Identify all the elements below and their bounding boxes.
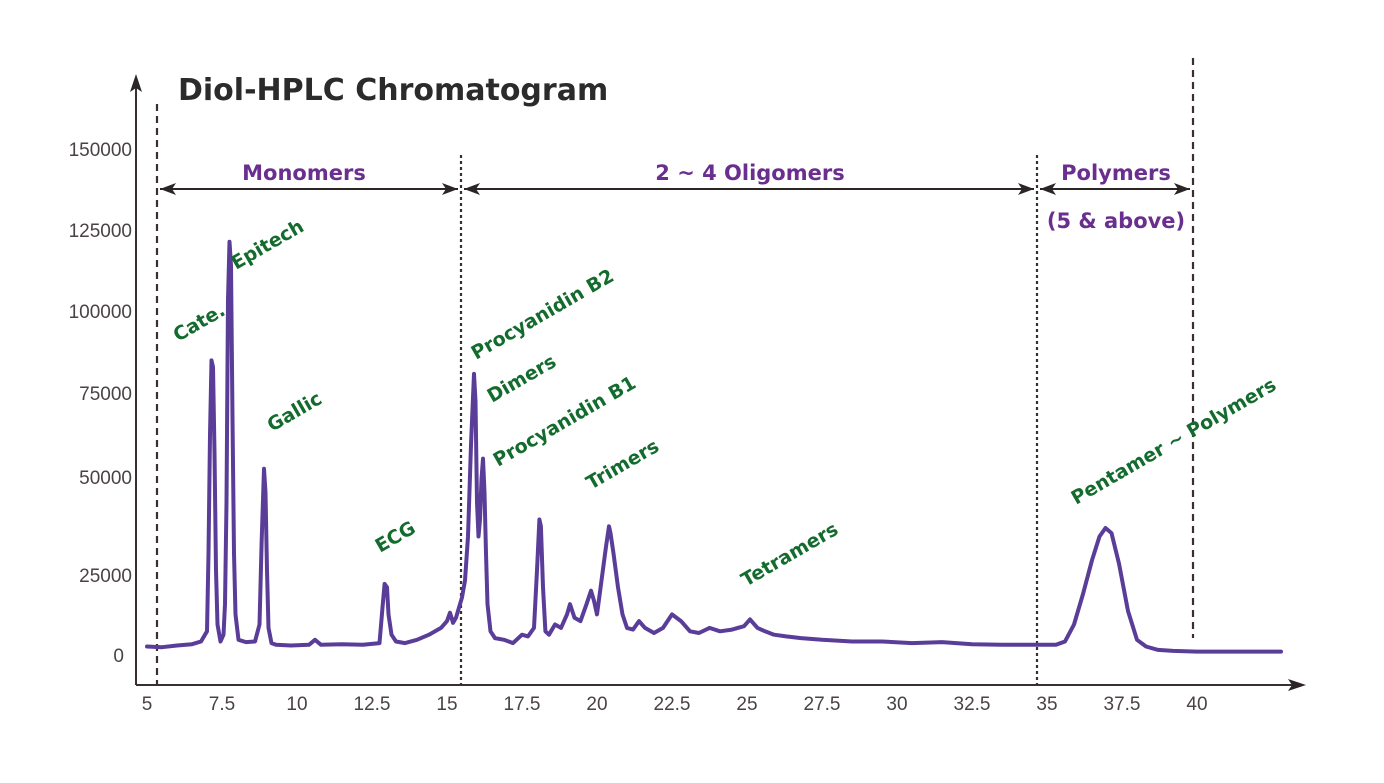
region-sublabel-polymers: (5 & above) — [1047, 209, 1185, 233]
y-tick-label: 50000 — [79, 468, 132, 489]
x-tick-label: 15 — [436, 694, 457, 715]
y-tick-label: 0 — [113, 646, 124, 667]
span-arrow-right-icon — [442, 183, 458, 195]
x-tick-label: 10 — [286, 694, 307, 715]
span-arrow-left-icon — [1040, 183, 1056, 195]
y-tick-labels: 0 25000 50000 75000 100000 125000 150000 — [69, 140, 132, 667]
y-axis-arrow-icon — [130, 74, 142, 92]
x-tick-label: 30 — [886, 694, 907, 715]
x-tick-label: 32.5 — [954, 694, 991, 715]
span-arrow-right-icon — [1174, 183, 1190, 195]
x-axis: 5 7.5 10 12.5 15 17.5 20 22.5 25 27.5 30 32.5 35 37.5… — [136, 679, 1306, 715]
x-tick-label: 25 — [736, 694, 757, 715]
x-tick-label: 12.5 — [354, 694, 391, 715]
peak-label-catechin: Cate. — [170, 299, 229, 346]
x-tick-label: 27.5 — [804, 694, 841, 715]
chromatogram-trace — [145, 239, 1283, 654]
x-tick-label: 20 — [586, 694, 607, 715]
region-label-polymers: Polymers — [1061, 161, 1171, 185]
x-tick-label: 5 — [142, 694, 153, 715]
x-tick-label: 22.5 — [654, 694, 691, 715]
region-label-oligomers: 2 ~ 4 Oligomers — [655, 161, 844, 185]
y-tick-label: 150000 — [69, 140, 132, 161]
x-tick-label: 17.5 — [504, 694, 541, 715]
peak-label-gallic: Gallic — [264, 388, 326, 437]
y-tick-label: 75000 — [79, 384, 132, 405]
peak-label-dimers: Dimers — [484, 350, 561, 407]
peak-label-epitech: Epitech — [228, 215, 308, 274]
x-tick-label: 40 — [1186, 694, 1207, 715]
y-axis: 0 25000 50000 75000 100000 125000 150000 — [69, 74, 142, 685]
span-arrow-right-icon — [1018, 183, 1034, 195]
x-tick-label: 37.5 — [1104, 694, 1141, 715]
x-axis-arrow-icon — [1288, 679, 1306, 691]
peak-label-procyanidin-b2: Procyanidin B2 — [468, 265, 618, 364]
region-dividers — [155, 58, 1195, 685]
region-label-monomers: Monomers — [242, 161, 366, 185]
y-tick-label: 125000 — [69, 221, 132, 242]
peak-label-pentamer-polymers: Pentamer ~ Polymers — [1068, 374, 1281, 509]
region-spans: Monomers 2 ~ 4 Oligomers Polymers (5 & a… — [160, 161, 1190, 233]
span-arrow-left-icon — [464, 183, 480, 195]
x-tick-labels: 5 7.5 10 12.5 15 17.5 20 22.5 25 27.5 30 32.5 35 37.5… — [142, 694, 1208, 715]
span-arrow-left-icon — [160, 183, 176, 195]
x-tick-label: 7.5 — [209, 694, 235, 715]
x-tick-label: 35 — [1036, 694, 1057, 715]
y-tick-label: 25000 — [79, 566, 132, 587]
chart-title: Diol-HPLC Chromatogram — [178, 73, 608, 108]
peak-label-trimers: Trimers — [583, 435, 663, 494]
peak-label-tetramers: Tetramers — [738, 518, 843, 591]
peak-label-ecg: ECG — [372, 517, 420, 557]
y-tick-label: 100000 — [69, 302, 132, 323]
